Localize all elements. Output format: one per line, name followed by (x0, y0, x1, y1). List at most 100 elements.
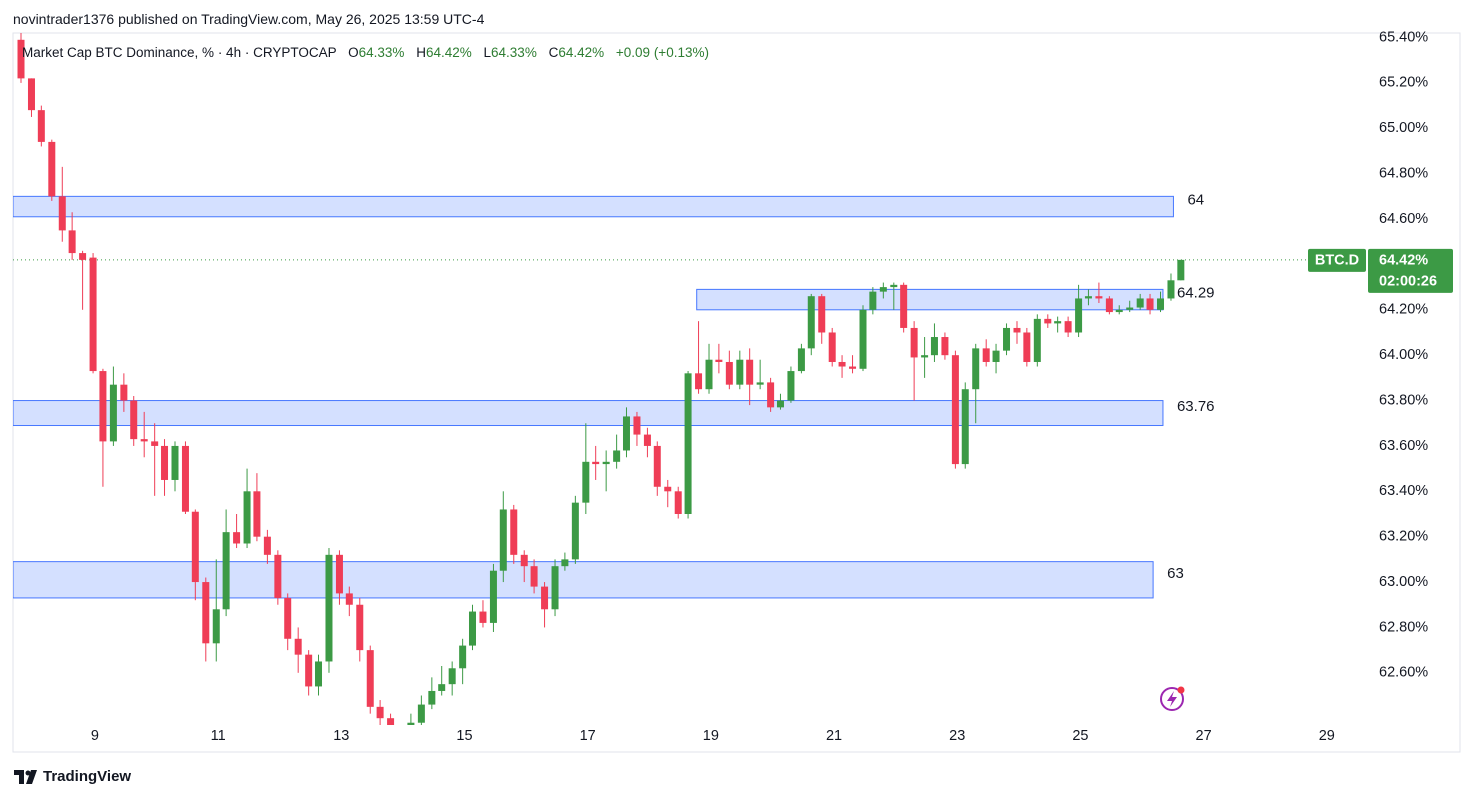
candle-body (1003, 327, 1011, 351)
candle-body (900, 284, 908, 328)
candle-body (489, 570, 497, 623)
candle-body (725, 361, 733, 385)
candle-body (284, 597, 292, 639)
candle-body (695, 373, 703, 390)
candle-body (787, 371, 795, 401)
y-tick-label: 63.20% (1379, 529, 1428, 545)
zone-label: 63 (1167, 565, 1184, 582)
candle-body (705, 359, 713, 390)
x-tick-label: 29 (1319, 728, 1335, 744)
brand-name: TradingView (43, 768, 132, 785)
candle-body (191, 511, 199, 583)
candle-body (37, 110, 45, 142)
byline: novintrader1376 published on TradingView… (13, 11, 485, 27)
countdown-label: 02:00:26 (1379, 274, 1437, 290)
candle-body (736, 359, 744, 385)
alert-icon (1160, 686, 1185, 711)
y-tick-label: 65.00% (1379, 120, 1428, 136)
candle-body (274, 554, 282, 598)
candle-body (1146, 298, 1154, 310)
candle-body (561, 559, 569, 567)
candle-body (869, 291, 877, 310)
candle-body (1084, 296, 1092, 299)
symbol-badge (1308, 248, 1366, 272)
legend-key: L (483, 45, 492, 60)
price-badge (1368, 248, 1453, 293)
candle-body (253, 491, 261, 537)
x-tick-label: 11 (211, 728, 226, 744)
legend-value: 64.33% (358, 45, 405, 60)
legend-key: O (348, 45, 359, 60)
candle-body (68, 230, 76, 254)
candle-body (499, 509, 507, 571)
y-tick-label: 64.60% (1379, 211, 1428, 227)
candle-body (171, 445, 179, 480)
candle-body (1075, 298, 1083, 333)
y-tick-label: 63.80% (1379, 392, 1428, 408)
legend-change: +0.09 (+0.13%) (615, 45, 709, 60)
axes: 62.60% 62.80% 63.00% 63.20% 63.40% 63.60% 63.8… (91, 29, 1428, 743)
candle-body (838, 361, 846, 367)
candle-body (325, 554, 333, 662)
x-tick-label: 15 (456, 728, 472, 744)
candle-body (222, 532, 230, 610)
candle-body (746, 359, 754, 385)
candle-body (398, 741, 405, 752)
candle-body (715, 359, 723, 362)
x-tick-label: 25 (1072, 728, 1088, 744)
candle-body (910, 327, 918, 358)
y-tick-label: 64.00% (1379, 347, 1428, 363)
candle-body (961, 389, 969, 465)
candle-body (807, 296, 815, 349)
y-tick-label: 63.40% (1379, 483, 1428, 499)
candle-body (1126, 307, 1134, 310)
zone-label: 63.76 (1177, 398, 1215, 415)
candle-body (879, 287, 887, 292)
candle-body (684, 373, 692, 514)
candles (13, 33, 1365, 752)
y-tick-label: 62.60% (1379, 665, 1428, 681)
candle-body (972, 348, 980, 390)
candle-body (859, 309, 867, 369)
legend-title: Market Cap BTC Dominance, % · 4h · CRYPT… (22, 45, 337, 60)
candle-body (479, 611, 487, 623)
candle-body (828, 332, 836, 362)
candle-body (1177, 259, 1185, 281)
candle-body (109, 384, 117, 442)
candle-body (592, 461, 600, 465)
candle-body (438, 684, 446, 691)
candle-body (890, 284, 898, 288)
candle-body (130, 400, 138, 440)
candle-body (120, 384, 128, 401)
y-tick-label: 64.20% (1379, 302, 1428, 318)
candle-body (530, 566, 538, 587)
candle-body (315, 661, 323, 687)
candle-body (797, 348, 805, 372)
candle-body (520, 554, 528, 567)
x-tick-label: 9 (91, 728, 99, 744)
candle-body (417, 704, 425, 723)
legend-value: 64.42% (558, 45, 605, 60)
candle-body (756, 382, 764, 385)
candle-body (653, 445, 661, 487)
candle-body (664, 486, 672, 492)
brand-logo (14, 769, 37, 784)
candle-body (407, 722, 415, 725)
zone (13, 400, 1164, 427)
candle-body (202, 582, 210, 644)
candle-body (99, 371, 107, 442)
y-tick-label: 65.40% (1379, 29, 1428, 45)
candle-body (356, 604, 364, 651)
candle-body (243, 491, 251, 544)
candle-body (1115, 309, 1123, 313)
candle-body (571, 502, 579, 560)
symbol-label: BTC.D (1315, 253, 1359, 269)
candle-body (27, 78, 35, 111)
candle-body (233, 532, 241, 544)
candle-body (17, 39, 25, 79)
candle-body (510, 509, 518, 555)
zone (696, 288, 1164, 311)
x-tick-label: 21 (826, 728, 842, 744)
candle-body (1033, 318, 1041, 362)
